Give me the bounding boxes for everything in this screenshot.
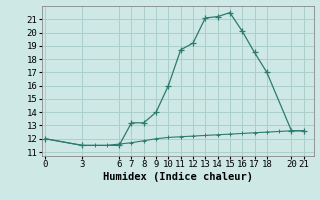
X-axis label: Humidex (Indice chaleur): Humidex (Indice chaleur) [103,172,252,182]
